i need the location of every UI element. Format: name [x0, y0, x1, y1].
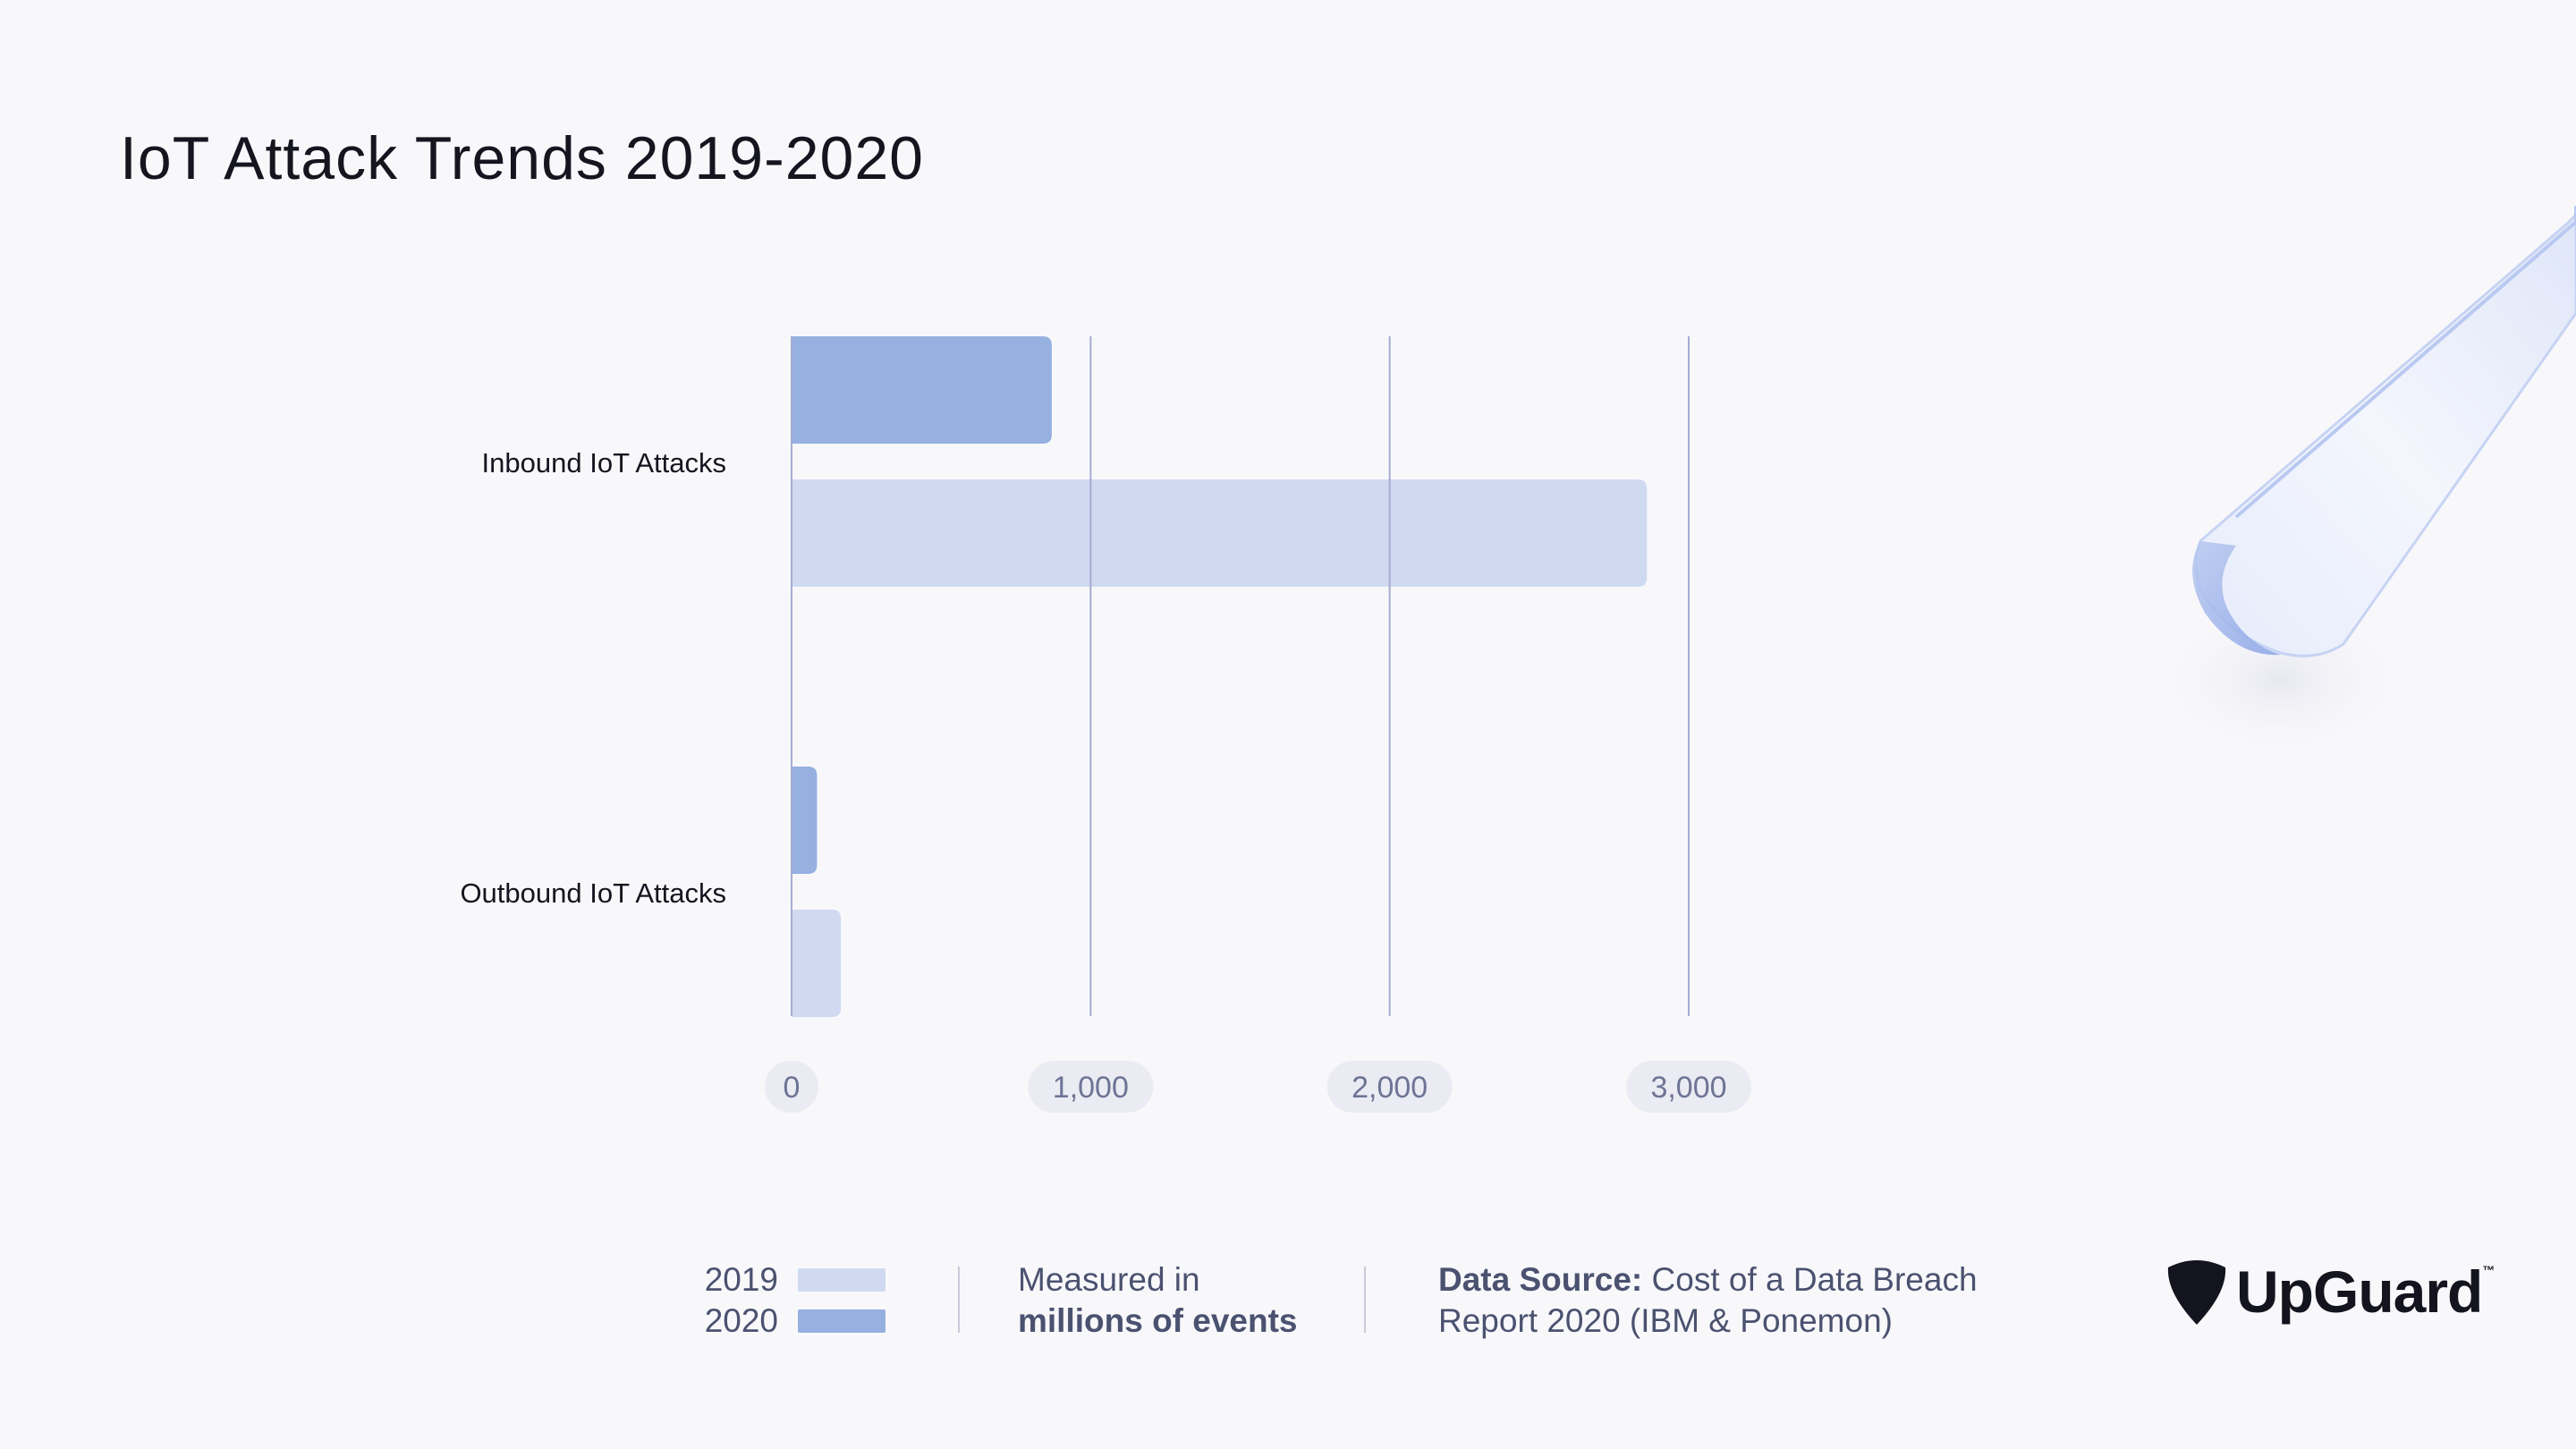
bar-2020-outbound: [792, 767, 818, 874]
bar-2020-inbound: [792, 336, 1052, 444]
divider: [1364, 1267, 1366, 1333]
legend-item-2020: 2020: [680, 1301, 886, 1342]
legend-item-2019: 2019: [680, 1259, 886, 1301]
legend-label: 2020: [704, 1302, 778, 1339]
legend-swatch-2019: [798, 1268, 886, 1292]
x-tick-label: 3,000: [1650, 1071, 1726, 1105]
x-tick-label: 0: [784, 1071, 801, 1105]
upguard-logo: UpGuard ™: [2165, 1257, 2495, 1326]
chart-title: IoT Attack Trends 2019-2020: [120, 124, 924, 192]
divider: [958, 1267, 960, 1333]
tick-pill: [765, 1061, 818, 1113]
tick-pill: [1028, 1061, 1154, 1113]
decorative-tube-graphic: [2147, 206, 2576, 760]
bar-2019-outbound: [792, 910, 842, 1017]
bars: [792, 336, 1648, 1017]
bar-2019-inbound: [792, 479, 1648, 587]
logo-text: UpGuard: [2236, 1258, 2483, 1325]
logo-trademark: ™: [2482, 1263, 2496, 1277]
data-source-line-2: Report 2020 (IBM & Ponemon): [1438, 1302, 1893, 1339]
category-label: Inbound IoT Attacks: [482, 447, 726, 479]
legend: 2019 2020: [680, 1259, 886, 1342]
measurement-line-2: millions of events: [1018, 1302, 1298, 1339]
measurement-note: Measured in millions of events: [1018, 1259, 1298, 1342]
legend-label: 2019: [704, 1261, 778, 1298]
guitar-pick-icon: [2167, 1260, 2226, 1325]
legend-swatch-2020: [798, 1309, 886, 1333]
x-tick-label: 1,000: [1053, 1071, 1129, 1105]
data-source-line-1: Cost of a Data Breach: [1651, 1261, 1978, 1298]
gridlines: [791, 336, 1690, 1016]
category-label: Outbound IoT Attacks: [460, 877, 726, 909]
x-tick-label: 2,000: [1352, 1071, 1428, 1105]
tick-pill: [1626, 1061, 1751, 1113]
data-source-note: Data Source: Cost of a Data Breach Repor…: [1438, 1259, 1978, 1342]
tick-pill: [1326, 1061, 1453, 1113]
measurement-line-1: Measured in: [1018, 1261, 1200, 1298]
data-source-label: Data Source:: [1438, 1261, 1643, 1298]
